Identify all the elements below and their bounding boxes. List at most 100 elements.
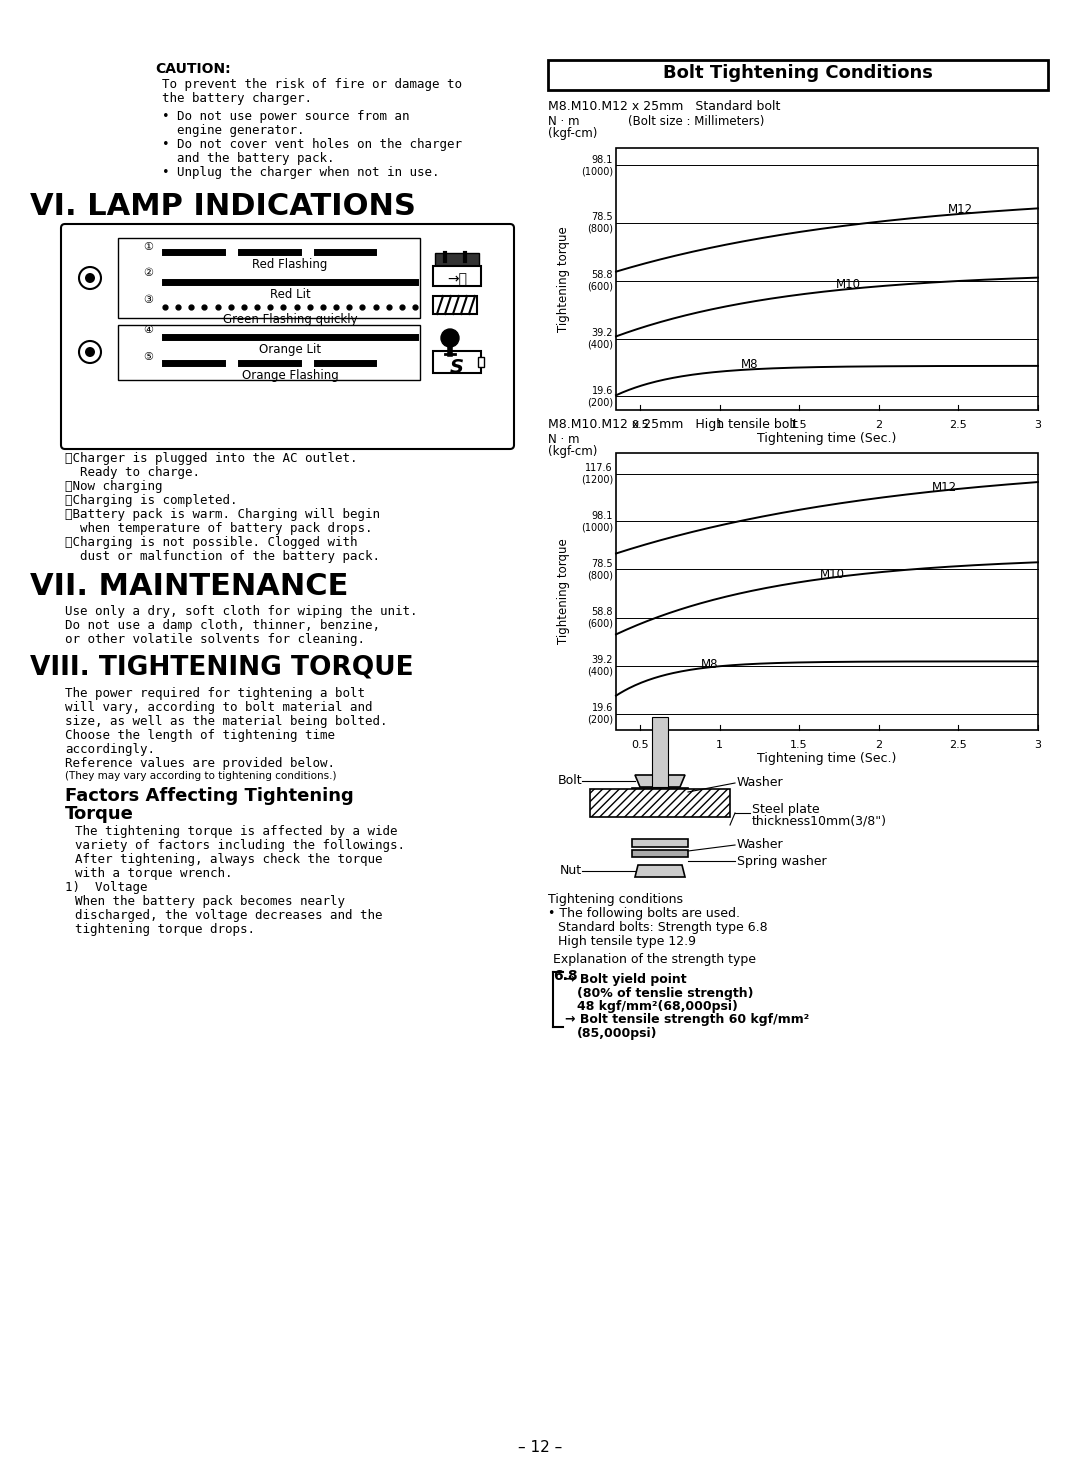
Text: discharged, the voltage decreases and the: discharged, the voltage decreases and th… bbox=[75, 909, 382, 922]
Text: Steel plate: Steel plate bbox=[752, 802, 820, 815]
Text: → Bolt yield point: → Bolt yield point bbox=[565, 974, 687, 985]
Text: thickness10mm(3/8"): thickness10mm(3/8") bbox=[752, 815, 887, 829]
Text: When the battery pack becomes nearly: When the battery pack becomes nearly bbox=[75, 895, 345, 908]
Text: Washer: Washer bbox=[737, 839, 784, 852]
Text: The tightening torque is affected by a wide: The tightening torque is affected by a w… bbox=[75, 826, 397, 837]
Text: • The following bolts are used.: • The following bolts are used. bbox=[548, 908, 740, 919]
Text: 58.8
(600): 58.8 (600) bbox=[588, 271, 613, 291]
Text: 78.5
(800): 78.5 (800) bbox=[588, 212, 613, 234]
Text: M10: M10 bbox=[836, 278, 861, 291]
Text: ③: ③ bbox=[143, 296, 153, 305]
Text: The power required for tightening a bolt: The power required for tightening a bolt bbox=[65, 687, 365, 700]
Text: N · m: N · m bbox=[548, 116, 580, 127]
Bar bbox=[548, 60, 1048, 89]
Text: VIII. TIGHTENING TORQUE: VIII. TIGHTENING TORQUE bbox=[30, 654, 414, 681]
Text: S: S bbox=[450, 359, 464, 378]
Text: will vary, according to bolt material and: will vary, according to bolt material an… bbox=[65, 701, 373, 714]
Text: 2: 2 bbox=[875, 420, 882, 430]
Text: Green Flashing quickly: Green Flashing quickly bbox=[222, 313, 357, 326]
Text: (They may vary according to tightening conditions.): (They may vary according to tightening c… bbox=[65, 772, 337, 780]
Text: accordingly.: accordingly. bbox=[65, 744, 156, 755]
Text: • Do not cover vent holes on the charger: • Do not cover vent holes on the charger bbox=[162, 138, 462, 151]
Text: dust or malfunction of the battery pack.: dust or malfunction of the battery pack. bbox=[65, 550, 380, 564]
Text: Bolt: Bolt bbox=[557, 774, 582, 788]
Text: 1: 1 bbox=[716, 420, 723, 430]
Bar bbox=[433, 351, 481, 373]
Text: 19.6
(200): 19.6 (200) bbox=[586, 703, 613, 725]
Text: ③Charging is completed.: ③Charging is completed. bbox=[65, 493, 238, 507]
Polygon shape bbox=[635, 865, 685, 877]
Bar bbox=[616, 452, 1038, 731]
Text: or other volatile solvents for cleaning.: or other volatile solvents for cleaning. bbox=[65, 632, 365, 646]
Text: Bolt Tightening Conditions: Bolt Tightening Conditions bbox=[663, 64, 933, 82]
Text: Orange Lit: Orange Lit bbox=[259, 343, 321, 356]
Text: CAUTION:: CAUTION: bbox=[156, 61, 231, 76]
Text: VII. MAINTENANCE: VII. MAINTENANCE bbox=[30, 572, 349, 602]
Text: Tightening conditions: Tightening conditions bbox=[548, 893, 683, 906]
Text: 0.5: 0.5 bbox=[631, 739, 649, 750]
Text: 3: 3 bbox=[1035, 739, 1041, 750]
Text: Tightening time (Sec.): Tightening time (Sec.) bbox=[757, 432, 896, 445]
Text: Explanation of the strength type: Explanation of the strength type bbox=[553, 953, 756, 966]
Bar bbox=[590, 789, 730, 817]
Text: →⧸: →⧸ bbox=[447, 272, 467, 285]
Text: • Do not use power source from an: • Do not use power source from an bbox=[162, 110, 409, 123]
Text: 48 kgf/mm²(68,000psi): 48 kgf/mm²(68,000psi) bbox=[577, 1000, 738, 1013]
Text: 117.6
(1200): 117.6 (1200) bbox=[581, 463, 613, 485]
Text: (85,000psi): (85,000psi) bbox=[577, 1028, 658, 1039]
Text: Ready to charge.: Ready to charge. bbox=[65, 466, 200, 479]
Text: 98.1
(1000): 98.1 (1000) bbox=[581, 511, 613, 533]
Bar bbox=[632, 788, 688, 796]
Text: Use only a dry, soft cloth for wiping the unit.: Use only a dry, soft cloth for wiping th… bbox=[65, 605, 418, 618]
Text: ①Charger is plugged into the AC outlet.: ①Charger is plugged into the AC outlet. bbox=[65, 452, 357, 466]
Text: engine generator.: engine generator. bbox=[162, 124, 305, 138]
Text: the battery charger.: the battery charger. bbox=[162, 92, 312, 105]
Text: (80% of tenslie strength): (80% of tenslie strength) bbox=[577, 987, 754, 1000]
Text: → Bolt tensile strength 60 kgf/mm²: → Bolt tensile strength 60 kgf/mm² bbox=[565, 1013, 809, 1026]
Text: 0.5: 0.5 bbox=[631, 420, 649, 430]
Text: M8.M10.M12 x 25mm   High tensile bolt: M8.M10.M12 x 25mm High tensile bolt bbox=[548, 419, 798, 430]
Bar bbox=[632, 839, 688, 848]
Text: 19.6
(200): 19.6 (200) bbox=[586, 385, 613, 407]
Circle shape bbox=[441, 329, 459, 347]
Text: 1.5: 1.5 bbox=[791, 739, 808, 750]
Bar bbox=[118, 325, 420, 381]
Text: After tightening, always check the torque: After tightening, always check the torqu… bbox=[75, 854, 382, 867]
Circle shape bbox=[85, 347, 95, 357]
Text: 98.1
(1000): 98.1 (1000) bbox=[581, 155, 613, 176]
Text: ⑤: ⑤ bbox=[143, 351, 153, 362]
Circle shape bbox=[85, 272, 95, 283]
Text: (Bolt size : Millimeters): (Bolt size : Millimeters) bbox=[627, 116, 765, 127]
Text: 2: 2 bbox=[875, 739, 882, 750]
Text: ⑤Charging is not possible. Clogged with: ⑤Charging is not possible. Clogged with bbox=[65, 536, 357, 549]
Text: 3: 3 bbox=[1035, 420, 1041, 430]
Text: Red Flashing: Red Flashing bbox=[253, 258, 327, 271]
Text: M10: M10 bbox=[820, 568, 845, 581]
Text: when temperature of battery pack drops.: when temperature of battery pack drops. bbox=[65, 523, 373, 534]
Text: M12: M12 bbox=[932, 480, 957, 493]
Text: with a torque wrench.: with a torque wrench. bbox=[75, 867, 232, 880]
Text: 6.8: 6.8 bbox=[553, 969, 578, 982]
Text: ④: ④ bbox=[143, 325, 153, 335]
Text: Tightening torque: Tightening torque bbox=[557, 225, 570, 332]
Text: ①: ① bbox=[143, 242, 153, 252]
Text: Red Lit: Red Lit bbox=[270, 288, 310, 302]
Text: Standard bolts: Strength type 6.8: Standard bolts: Strength type 6.8 bbox=[558, 921, 768, 934]
Text: N · m: N · m bbox=[548, 433, 580, 447]
Text: Orange Flashing: Orange Flashing bbox=[242, 369, 338, 382]
Text: ②: ② bbox=[143, 268, 153, 278]
Text: To prevent the risk of fire or damage to: To prevent the risk of fire or damage to bbox=[162, 78, 462, 91]
Text: • Unplug the charger when not in use.: • Unplug the charger when not in use. bbox=[162, 165, 440, 179]
Bar bbox=[435, 253, 480, 271]
Text: 39.2
(400): 39.2 (400) bbox=[588, 654, 613, 676]
Text: Torque: Torque bbox=[65, 805, 134, 823]
Text: Tightening time (Sec.): Tightening time (Sec.) bbox=[757, 752, 896, 766]
Text: Choose the length of tightening time: Choose the length of tightening time bbox=[65, 729, 335, 742]
Text: Spring washer: Spring washer bbox=[737, 855, 826, 868]
Text: Nut: Nut bbox=[559, 865, 582, 877]
Bar bbox=[118, 239, 420, 318]
Text: 1)  Voltage: 1) Voltage bbox=[65, 881, 148, 895]
Bar bbox=[652, 717, 669, 788]
Text: Tightening torque: Tightening torque bbox=[557, 539, 570, 644]
Text: M12: M12 bbox=[947, 203, 973, 217]
